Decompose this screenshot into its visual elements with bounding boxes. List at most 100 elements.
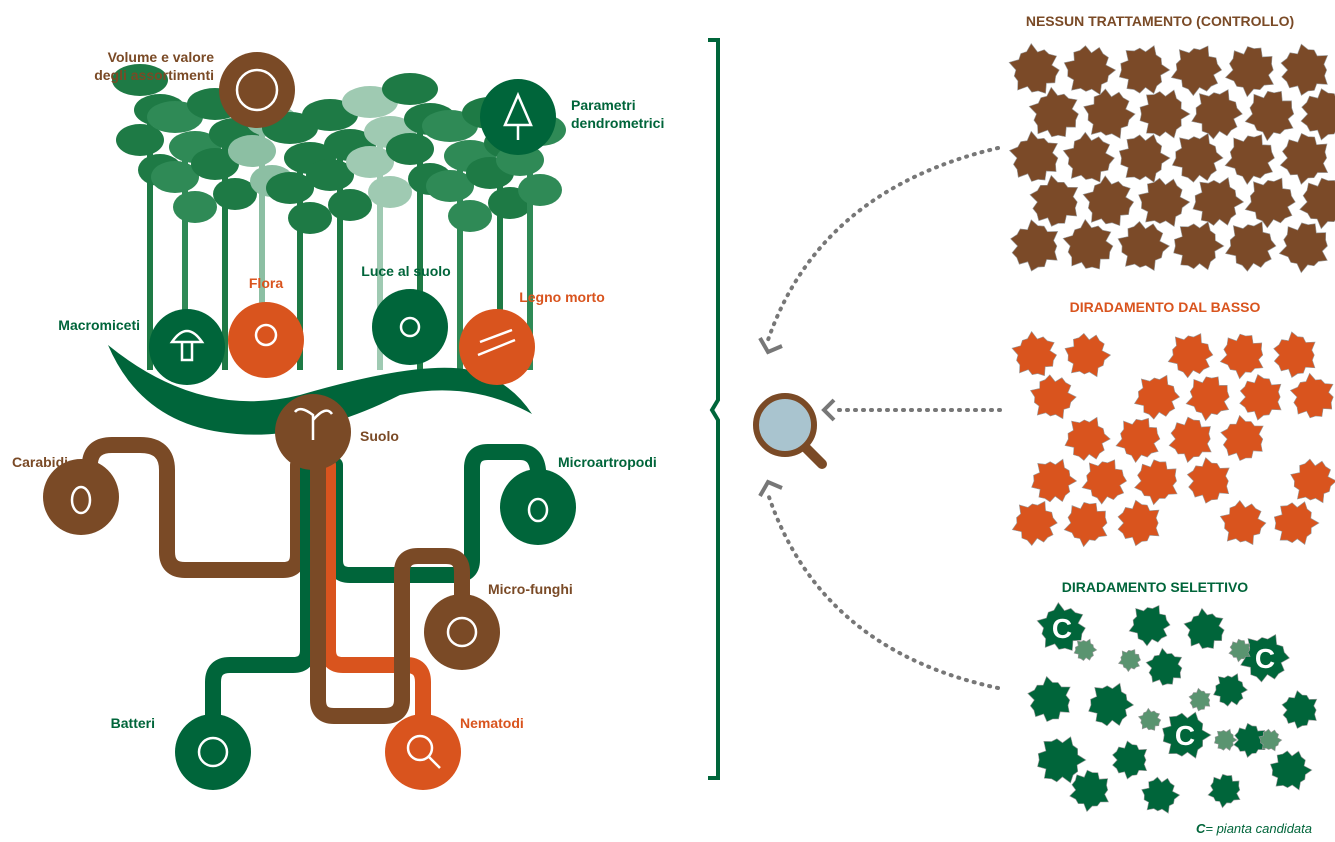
infographic: Volume e valore degli assortimenti Param… <box>0 0 1335 842</box>
tree-crown <box>1208 774 1240 808</box>
label: Microartropodi <box>558 454 657 470</box>
magnifier <box>756 396 822 464</box>
tree-crown <box>1029 87 1078 137</box>
bacteria-icon <box>175 714 251 790</box>
tree-crown <box>1189 688 1210 711</box>
tree-crown <box>1280 133 1327 184</box>
stands <box>1009 44 1335 814</box>
legend: C= pianta candidata <box>1196 821 1312 836</box>
pipe <box>90 445 298 570</box>
mite-icon <box>500 469 576 545</box>
tree-crown <box>1274 332 1315 378</box>
label: degli assortimenti <box>94 67 214 83</box>
tree-crown <box>1139 178 1190 226</box>
tree-crown <box>1193 178 1244 226</box>
tree-crown <box>1291 459 1335 503</box>
tree-crown <box>1169 417 1211 462</box>
tree-crown <box>1083 176 1134 226</box>
tree-crown <box>1065 333 1111 376</box>
tree-crown <box>1192 90 1243 139</box>
tree-crown <box>1084 89 1135 138</box>
tree-crown <box>1063 132 1114 182</box>
coin-icon <box>219 52 295 128</box>
tree-crown <box>1174 222 1224 270</box>
tree-crown <box>1171 46 1221 96</box>
tree-crown <box>1214 674 1248 707</box>
label: Batteri <box>111 715 155 731</box>
beetle-icon <box>43 459 119 535</box>
label: Carabidi <box>12 454 68 470</box>
arrow <box>768 148 998 340</box>
tree-crown <box>1168 334 1213 378</box>
tree-crown <box>1031 375 1077 419</box>
treatment-title: NESSUN TRATTAMENTO (CONTROLLO) <box>1026 13 1294 29</box>
label: Suolo <box>360 428 399 444</box>
tree-crown <box>1274 502 1319 545</box>
tree-crown <box>1214 729 1237 750</box>
tree-crown <box>1032 459 1077 502</box>
label: Micro-funghi <box>488 581 573 597</box>
arrowhead <box>760 482 782 496</box>
label: Volume e valore <box>108 49 215 65</box>
label: dendrometrici <box>571 115 664 131</box>
canopy <box>228 135 276 167</box>
sun-icon <box>372 289 448 365</box>
tree-crown <box>1301 89 1335 140</box>
tree-crown <box>1142 777 1180 813</box>
tree-crown <box>1140 90 1190 138</box>
tree-crown <box>1290 373 1333 418</box>
tree-crown <box>1065 417 1110 460</box>
tree-crown <box>1172 133 1223 182</box>
handle <box>805 447 822 464</box>
label: Luce al suolo <box>361 263 450 279</box>
tree-crown <box>1221 415 1263 460</box>
tree-crown <box>1116 418 1160 462</box>
treatment-title: DIRADAMENTO SELETTIVO <box>1062 579 1249 595</box>
tree-crown <box>1240 375 1281 421</box>
tree-crown <box>1074 639 1097 661</box>
tree-crown <box>1010 131 1058 181</box>
tree-crown <box>1245 91 1294 141</box>
tree-crown <box>1226 47 1274 97</box>
bracket <box>708 40 718 778</box>
nematode-icon <box>385 714 461 790</box>
label: Macromiceti <box>58 317 140 333</box>
tree-crown <box>1226 222 1277 272</box>
label: Nematodi <box>460 715 524 731</box>
tree-crown <box>1220 334 1263 379</box>
label: Parametri <box>571 97 636 113</box>
tree-crown <box>1070 770 1109 811</box>
tree-crown <box>1009 44 1059 94</box>
canopy <box>288 202 332 234</box>
tree-crown <box>1279 223 1327 273</box>
tree-crown <box>1082 460 1127 504</box>
mushroom-icon <box>149 309 225 385</box>
arrowhead <box>824 400 834 420</box>
canopy <box>368 176 412 208</box>
tree-crown <box>1270 751 1312 790</box>
treatment-title: DIRADAMENTO DAL BASSO <box>1070 299 1261 315</box>
lens <box>756 396 814 454</box>
tree-crown <box>1118 221 1169 270</box>
label: Legno morto <box>519 289 605 305</box>
tree-crown <box>1220 501 1266 545</box>
candidate-mark: C <box>1255 643 1275 674</box>
flower-icon <box>228 302 304 378</box>
tree-crown <box>1064 46 1115 95</box>
tree-crown <box>1135 375 1180 419</box>
fungi-icon <box>424 594 500 670</box>
label: Flora <box>249 275 283 291</box>
tree-crown <box>1011 220 1058 271</box>
canopy <box>448 200 492 232</box>
tree-crown <box>1119 650 1141 672</box>
tree-crown <box>1225 135 1274 185</box>
tree-crown <box>1129 605 1170 646</box>
tree-crown <box>1118 500 1159 546</box>
tree-crown <box>1135 460 1178 505</box>
tree-crown <box>1245 178 1295 228</box>
tree-crown <box>1089 683 1134 726</box>
candidate-mark: C <box>1175 720 1195 751</box>
arrowhead <box>760 338 782 352</box>
candidate-mark: C <box>1052 613 1072 644</box>
soil-pipes <box>90 445 538 720</box>
